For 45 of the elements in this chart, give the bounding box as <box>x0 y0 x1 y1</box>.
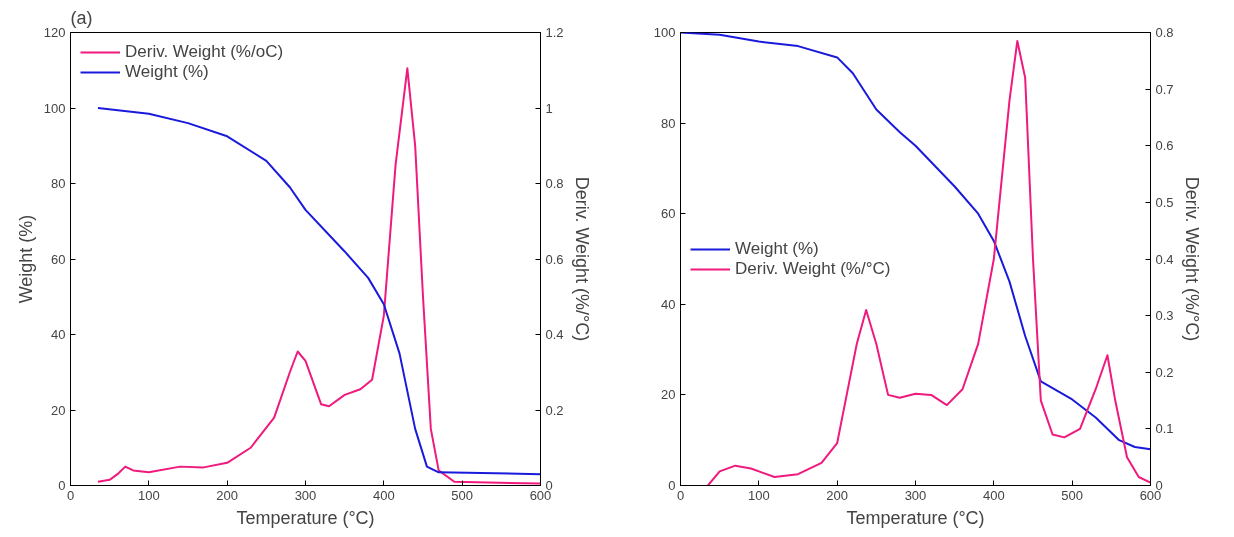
y2-tick-label: 1.2 <box>545 25 564 40</box>
y-tick-label: 60 <box>51 251 66 267</box>
x-axis-title: Temperature (°C) <box>846 507 985 528</box>
x-tick-label: 100 <box>137 487 160 503</box>
y2-tick-label: 0.1 <box>1155 421 1174 437</box>
x-tick-label: 300 <box>904 487 927 503</box>
y2-tick-label: 0.8 <box>1155 25 1174 40</box>
y2-tick-label: 1 <box>545 100 553 116</box>
legend-label: Deriv. Weight (%/°C) <box>735 258 891 279</box>
y-tick-label: 20 <box>661 387 676 403</box>
text: (a) <box>70 7 93 28</box>
x-tick-label: 200 <box>216 487 239 503</box>
y2-tick-label: 0.2 <box>1155 364 1174 380</box>
x-tick-label: 300 <box>294 487 317 503</box>
x-tick-label: 400 <box>372 487 395 503</box>
y-tick-label: 100 <box>43 100 66 116</box>
y2-tick-label: 0.5 <box>1155 194 1174 210</box>
y2-axis-title: Deriv. Weight (%/°C) <box>1181 176 1202 342</box>
y-tick-label: 80 <box>661 115 676 131</box>
y-tick-label: 120 <box>43 25 66 40</box>
y2-tick-label: 0.6 <box>1155 138 1174 154</box>
y-tick-label: 20 <box>51 402 66 418</box>
y2-tick-label: 0.2 <box>545 402 564 418</box>
y-tick-label: 80 <box>51 176 66 191</box>
y-axis-title: Weight (%) <box>15 214 36 304</box>
y-tick-label: 40 <box>51 327 66 342</box>
y2-tick-label: 0.8 <box>545 176 564 191</box>
y-tick-label: 100 <box>653 25 676 40</box>
legend-label: Weight (%) <box>125 62 209 82</box>
x-tick-label: 500 <box>1061 487 1084 503</box>
y2-tick-label: 0.3 <box>1155 308 1174 324</box>
legend-label: Deriv. Weight (%/oC) <box>125 42 284 62</box>
y-tick-label: 60 <box>661 206 676 222</box>
x-tick-label: 100 <box>747 487 770 503</box>
y2-tick-label: 0.4 <box>545 327 564 342</box>
y2-tick-label: 0.7 <box>1155 81 1174 97</box>
y-tick-label: 40 <box>661 296 676 312</box>
x-tick-label: 200 <box>826 487 849 503</box>
legend-label: Weight (%) <box>735 238 819 259</box>
x-tick-label: 400 <box>982 487 1005 503</box>
x-axis-title: Temperature (°C) <box>236 507 375 528</box>
y2-axis-title: Deriv. Weight (%/°C) <box>571 176 592 342</box>
y2-tick-label: 0.6 <box>545 251 564 267</box>
y2-tick-label: 0.4 <box>1155 251 1174 267</box>
x-tick-label: 500 <box>451 487 474 503</box>
